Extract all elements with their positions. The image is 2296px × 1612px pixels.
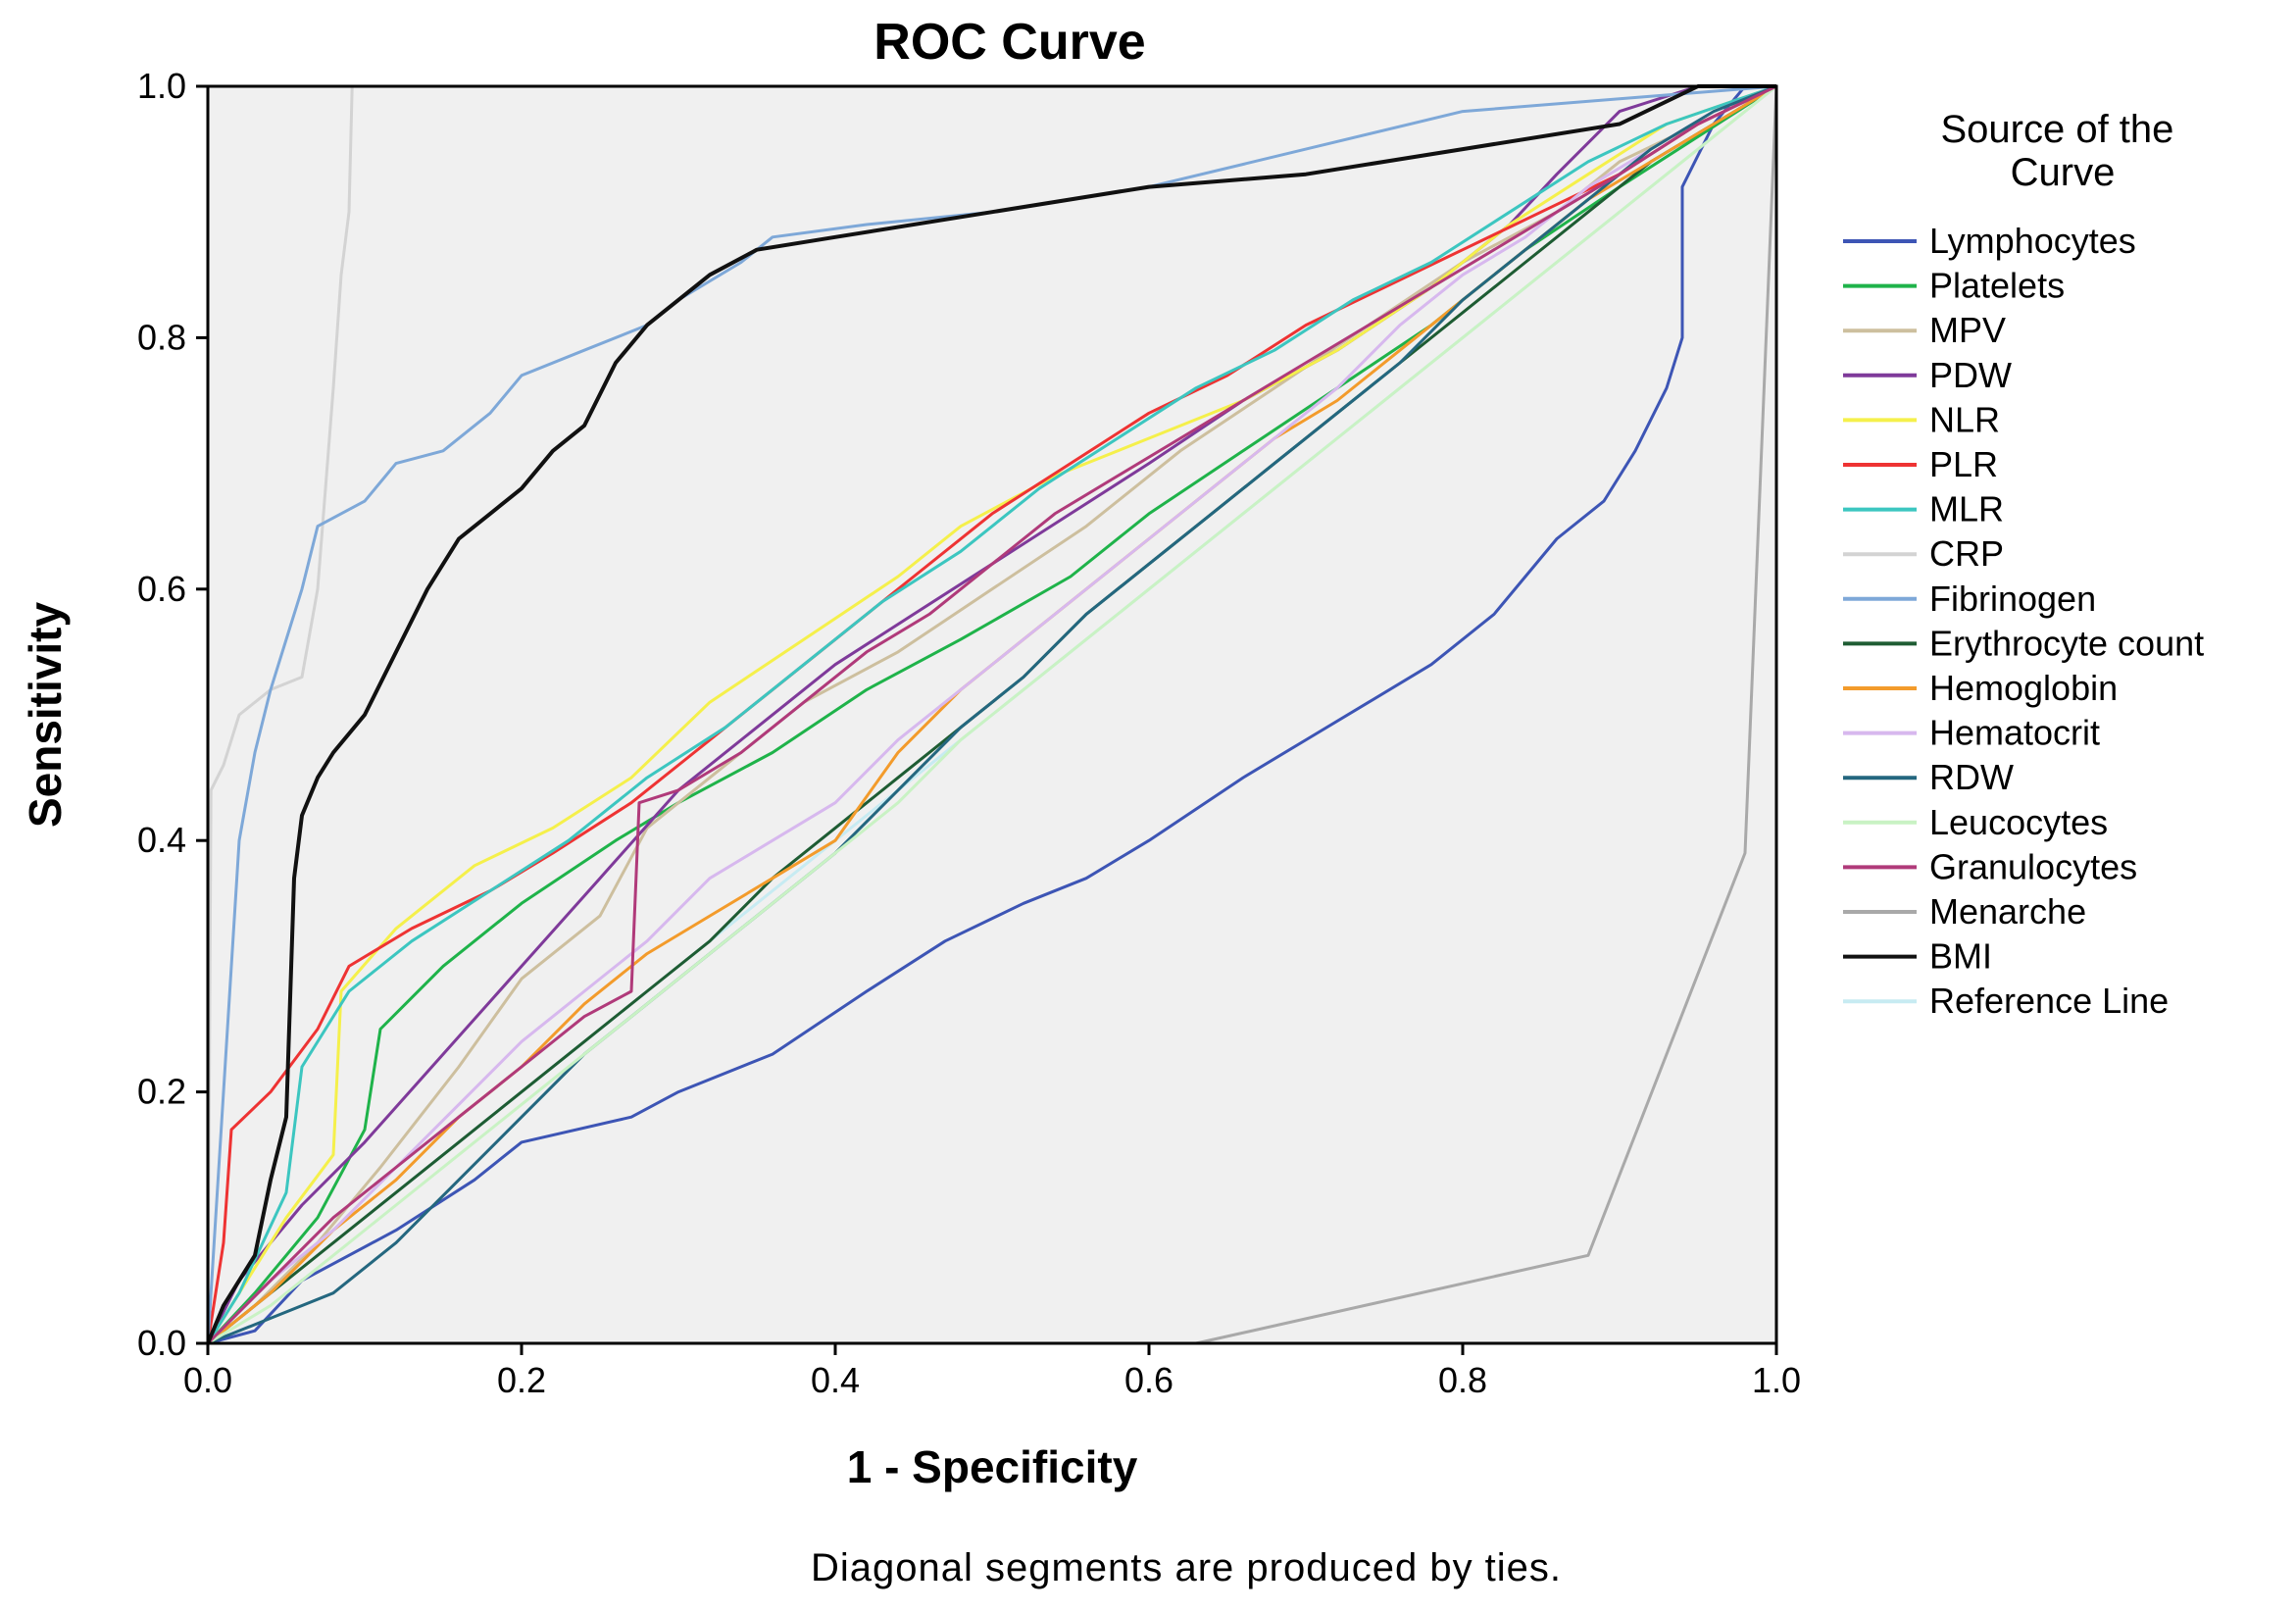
series-line-mpv (207, 84, 1777, 1345)
legend-label: CRP (1929, 533, 2004, 574)
legend-item-platelets: Platelets (1843, 266, 2065, 306)
series-line-rdw (207, 84, 1777, 1345)
y-axis-label: Sensitivity (20, 602, 71, 829)
series-line-lymphocytes (207, 84, 1776, 1345)
y-axis-ticks: 0.0 0.2 0.4 0.6 0.8 1.0 (137, 66, 208, 1363)
legend-label: Reference Line (1929, 981, 2169, 1021)
y-tick-label: 0.8 (137, 317, 186, 357)
legend-item-menarche: Menarche (1843, 891, 2086, 932)
y-tick-label: 0.6 (137, 569, 186, 609)
series-line-mlr (206, 84, 1777, 1344)
y-tick-label: 0.4 (137, 820, 186, 860)
legend-label: MPV (1929, 310, 2006, 350)
chart-title: ROC Curve (873, 14, 1145, 71)
legend-label: PLR (1929, 444, 1998, 484)
legend-label: Granulocytes (1929, 846, 2137, 886)
legend-label: Platelets (1929, 266, 2065, 306)
legend-title-line-2: Curve (2011, 151, 2116, 194)
legend-label: NLR (1929, 399, 2000, 439)
legend-title-line-1: Source of the (1940, 108, 2173, 151)
x-axis-ticks: 0.0 0.2 0.4 0.6 0.8 1.0 (183, 1343, 1801, 1400)
x-tick-label: 0.0 (183, 1360, 232, 1400)
legend-item-fibrinogen: Fibrinogen (1843, 579, 2096, 619)
legend-title: Source of the Curve (1940, 108, 2184, 194)
legend-item-plr: PLR (1843, 444, 1998, 484)
legend-item-granulocytes: Granulocytes (1843, 846, 2137, 886)
y-tick-label: 0.0 (137, 1323, 186, 1363)
legend-item-mpv: MPV (1843, 310, 2006, 350)
legend-label: BMI (1929, 936, 1992, 977)
legend-label: Lymphocytes (1929, 221, 2136, 261)
legend-item-lymphocytes: Lymphocytes (1843, 221, 2136, 261)
y-tick-label: 0.2 (137, 1072, 186, 1112)
legend-label: Leucocytes (1929, 802, 2108, 842)
x-tick-label: 0.6 (1124, 1360, 1173, 1400)
legend-item-nlr: NLR (1843, 399, 2000, 439)
legend-label: Erythrocyte count (1929, 623, 2204, 663)
legend-label: Hematocrit (1929, 713, 2100, 753)
legend-label: Fibrinogen (1929, 579, 2096, 619)
x-tick-label: 0.4 (811, 1360, 860, 1400)
legend-item-reference-line: Reference Line (1843, 981, 2169, 1021)
legend-item-leucocytes: Leucocytes (1843, 802, 2108, 842)
x-tick-label: 0.8 (1438, 1360, 1487, 1400)
legend-item-hematocrit: Hematocrit (1843, 713, 2100, 753)
chart-footnote: Diagonal segments are produced by ties. (811, 1546, 1562, 1589)
series-layer (206, 84, 1778, 1345)
legend-item-hemoglobin: Hemoglobin (1843, 668, 2118, 708)
legend-label: MLR (1929, 489, 2004, 529)
y-tick-label: 1.0 (137, 66, 186, 106)
legend-item-mlr: MLR (1843, 489, 2004, 529)
series-line-pdw (206, 84, 1776, 1344)
x-tick-label: 0.2 (497, 1360, 546, 1400)
legend-item-bmi: BMI (1843, 936, 1992, 977)
series-line-leucocytes (207, 84, 1777, 1345)
series-line-bmi (206, 84, 1776, 1344)
legend-label: Hemoglobin (1929, 668, 2118, 708)
legend-label: RDW (1929, 757, 2014, 797)
series-line-nlr (206, 84, 1777, 1344)
legend-item-pdw: PDW (1843, 355, 2012, 395)
legend-item-erythrocyte-count: Erythrocyte count (1843, 623, 2204, 663)
series-line-hematocrit (206, 84, 1777, 1345)
series-line-crp (206, 84, 1776, 1344)
legend-label: Menarche (1929, 891, 2086, 932)
legend-label: PDW (1929, 355, 2012, 395)
legend-item-crp: CRP (1843, 533, 2004, 574)
series-line-granulocytes (206, 84, 1777, 1345)
plot-frame (206, 84, 1778, 1345)
legend-item-rdw: RDW (1843, 757, 2014, 797)
x-tick-label: 1.0 (1752, 1360, 1801, 1400)
x-axis-label: 1 - Specificity (847, 1441, 1138, 1492)
